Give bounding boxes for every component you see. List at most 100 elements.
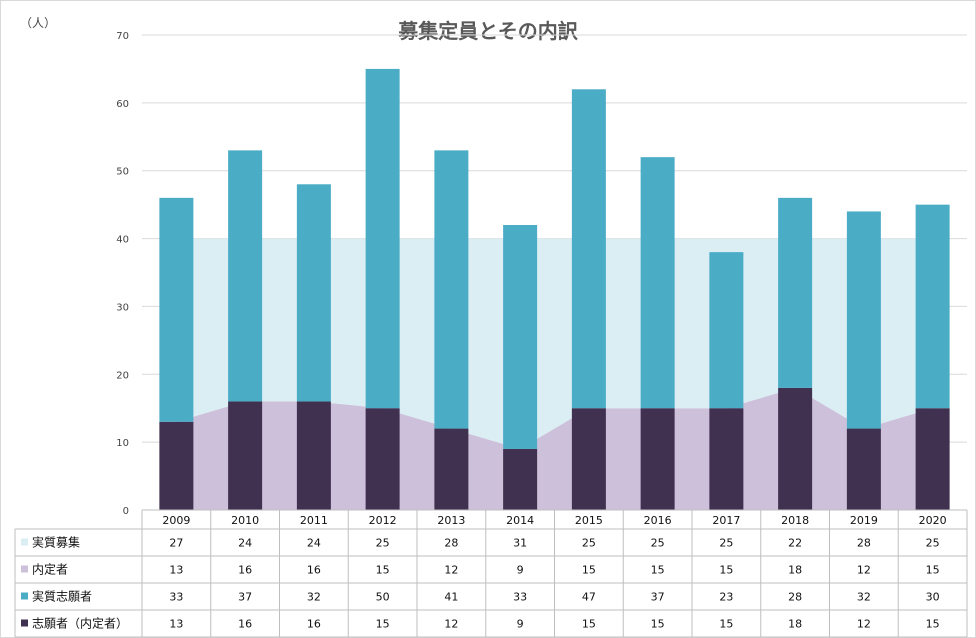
table-cell-value: 30 xyxy=(926,591,940,604)
x-tick-label: 2020 xyxy=(919,514,947,527)
table-cell-value: 22 xyxy=(788,537,802,550)
table-cell-value: 28 xyxy=(788,591,802,604)
table-cell-value: 23 xyxy=(719,591,733,604)
y-axis-unit-label: （人） xyxy=(20,16,56,30)
x-tick-label: 2010 xyxy=(231,514,259,527)
bar-lower-2020 xyxy=(915,408,950,510)
bar-lower-2010 xyxy=(228,401,263,510)
table-cell-value: 28 xyxy=(857,537,871,550)
legend-label: 内定者 xyxy=(32,562,68,577)
data-table: 2009 2010 2011 2012 2013 2014 2015 2016 2017 2018… xyxy=(14,509,968,638)
bar-lower-2012 xyxy=(365,408,400,510)
bar-upper-2011 xyxy=(296,184,331,402)
table-cell-value: 18 xyxy=(788,564,802,577)
table-cell-value: 16 xyxy=(238,564,252,577)
table-cell-value: 12 xyxy=(444,564,458,577)
table-cell-value: 25 xyxy=(926,537,940,550)
table-cell-value: 15 xyxy=(926,618,940,631)
bar-series xyxy=(159,68,950,510)
table-cell-value: 25 xyxy=(582,537,596,550)
y-tick-label: 50 xyxy=(116,167,129,178)
x-tick-label: 2009 xyxy=(162,514,190,527)
bar-lower-2016 xyxy=(640,408,675,510)
table-cell-value: 24 xyxy=(238,537,252,550)
table-cell-value: 16 xyxy=(238,618,252,631)
bar-upper-2015 xyxy=(571,89,606,409)
bar-upper-2012 xyxy=(365,68,400,409)
table-cell-value: 37 xyxy=(651,591,665,604)
table-cell-value: 15 xyxy=(376,618,390,631)
table-cell-value: 15 xyxy=(926,564,940,577)
table-cell-value: 25 xyxy=(719,537,733,550)
x-tick-label: 2011 xyxy=(300,514,328,527)
table-cell-value: 9 xyxy=(517,564,524,577)
table-cell-value: 41 xyxy=(444,591,458,604)
table-cell-value: 16 xyxy=(307,618,321,631)
bar-lower-2014 xyxy=(503,448,538,510)
bar-upper-2016 xyxy=(640,157,675,409)
table-cell-value: 18 xyxy=(788,618,802,631)
legend-label: 実質志願者 xyxy=(32,589,92,604)
table-cell-value: 15 xyxy=(582,618,596,631)
bar-lower-2015 xyxy=(571,408,606,510)
x-tick-label: 2016 xyxy=(644,514,672,527)
table-cell-value: 27 xyxy=(169,537,183,550)
bar-lower-2011 xyxy=(296,401,331,510)
table-cell-value: 32 xyxy=(307,591,321,604)
table-cell-value: 15 xyxy=(651,618,665,631)
legend-swatch xyxy=(21,619,28,627)
bar-upper-2018 xyxy=(778,197,813,388)
table-cell-value: 13 xyxy=(169,618,183,631)
table-cell-value: 15 xyxy=(719,564,733,577)
legend-swatch xyxy=(21,538,28,546)
table-cell-value: 25 xyxy=(376,537,390,550)
table-cell-value: 16 xyxy=(307,564,321,577)
table-cell-value: 12 xyxy=(444,618,458,631)
legend-swatch xyxy=(21,592,28,600)
x-tick-label: 2015 xyxy=(575,514,603,527)
bar-upper-2009 xyxy=(159,197,194,422)
legend-label: 実質募集 xyxy=(32,535,80,550)
table-cell-value: 24 xyxy=(307,537,321,550)
table-cell-value: 12 xyxy=(857,564,871,577)
y-tick-label: 0 xyxy=(123,506,129,517)
table-cell-value: 33 xyxy=(513,591,527,604)
table-cell-value: 9 xyxy=(517,618,524,631)
y-tick-label: 30 xyxy=(116,302,129,313)
y-tick-label: 40 xyxy=(116,235,129,246)
bar-lower-2017 xyxy=(709,408,744,510)
table-cell-value: 47 xyxy=(582,591,596,604)
bar-upper-2014 xyxy=(503,225,538,449)
y-tick-label: 60 xyxy=(116,99,129,110)
area-内定者 xyxy=(176,387,933,510)
table-cell-value: 25 xyxy=(651,537,665,550)
table-cell-value: 50 xyxy=(376,591,390,604)
bar-lower-2019 xyxy=(846,428,881,510)
x-tick-label: 2019 xyxy=(850,514,878,527)
bar-upper-2013 xyxy=(434,150,469,429)
bar-upper-2017 xyxy=(709,252,744,409)
table-cell-value: 13 xyxy=(169,564,183,577)
table-cell-value: 31 xyxy=(513,537,527,550)
x-tick-label: 2018 xyxy=(781,514,809,527)
x-tick-label: 2012 xyxy=(369,514,397,527)
area-series xyxy=(176,238,933,510)
legend-label: 志願者（内定者） xyxy=(32,616,128,631)
table-cell-value: 15 xyxy=(651,564,665,577)
x-tick-label: 2014 xyxy=(506,514,534,527)
legend-swatch xyxy=(21,565,28,573)
x-tick-label: 2017 xyxy=(712,514,740,527)
bar-lower-2013 xyxy=(434,428,469,510)
table-cell-value: 37 xyxy=(238,591,252,604)
bar-upper-2010 xyxy=(228,150,263,402)
y-tick-label: 20 xyxy=(116,370,129,381)
table-cell-value: 12 xyxy=(857,618,871,631)
table-cell-value: 15 xyxy=(376,564,390,577)
chart-title: 募集定員とその内訳 xyxy=(397,19,578,43)
table-cell-value: 28 xyxy=(444,537,458,550)
table-cell-value: 33 xyxy=(169,591,183,604)
x-tick-label: 2013 xyxy=(437,514,465,527)
bar-lower-2018 xyxy=(778,387,813,510)
area-実質募集 xyxy=(176,238,933,449)
